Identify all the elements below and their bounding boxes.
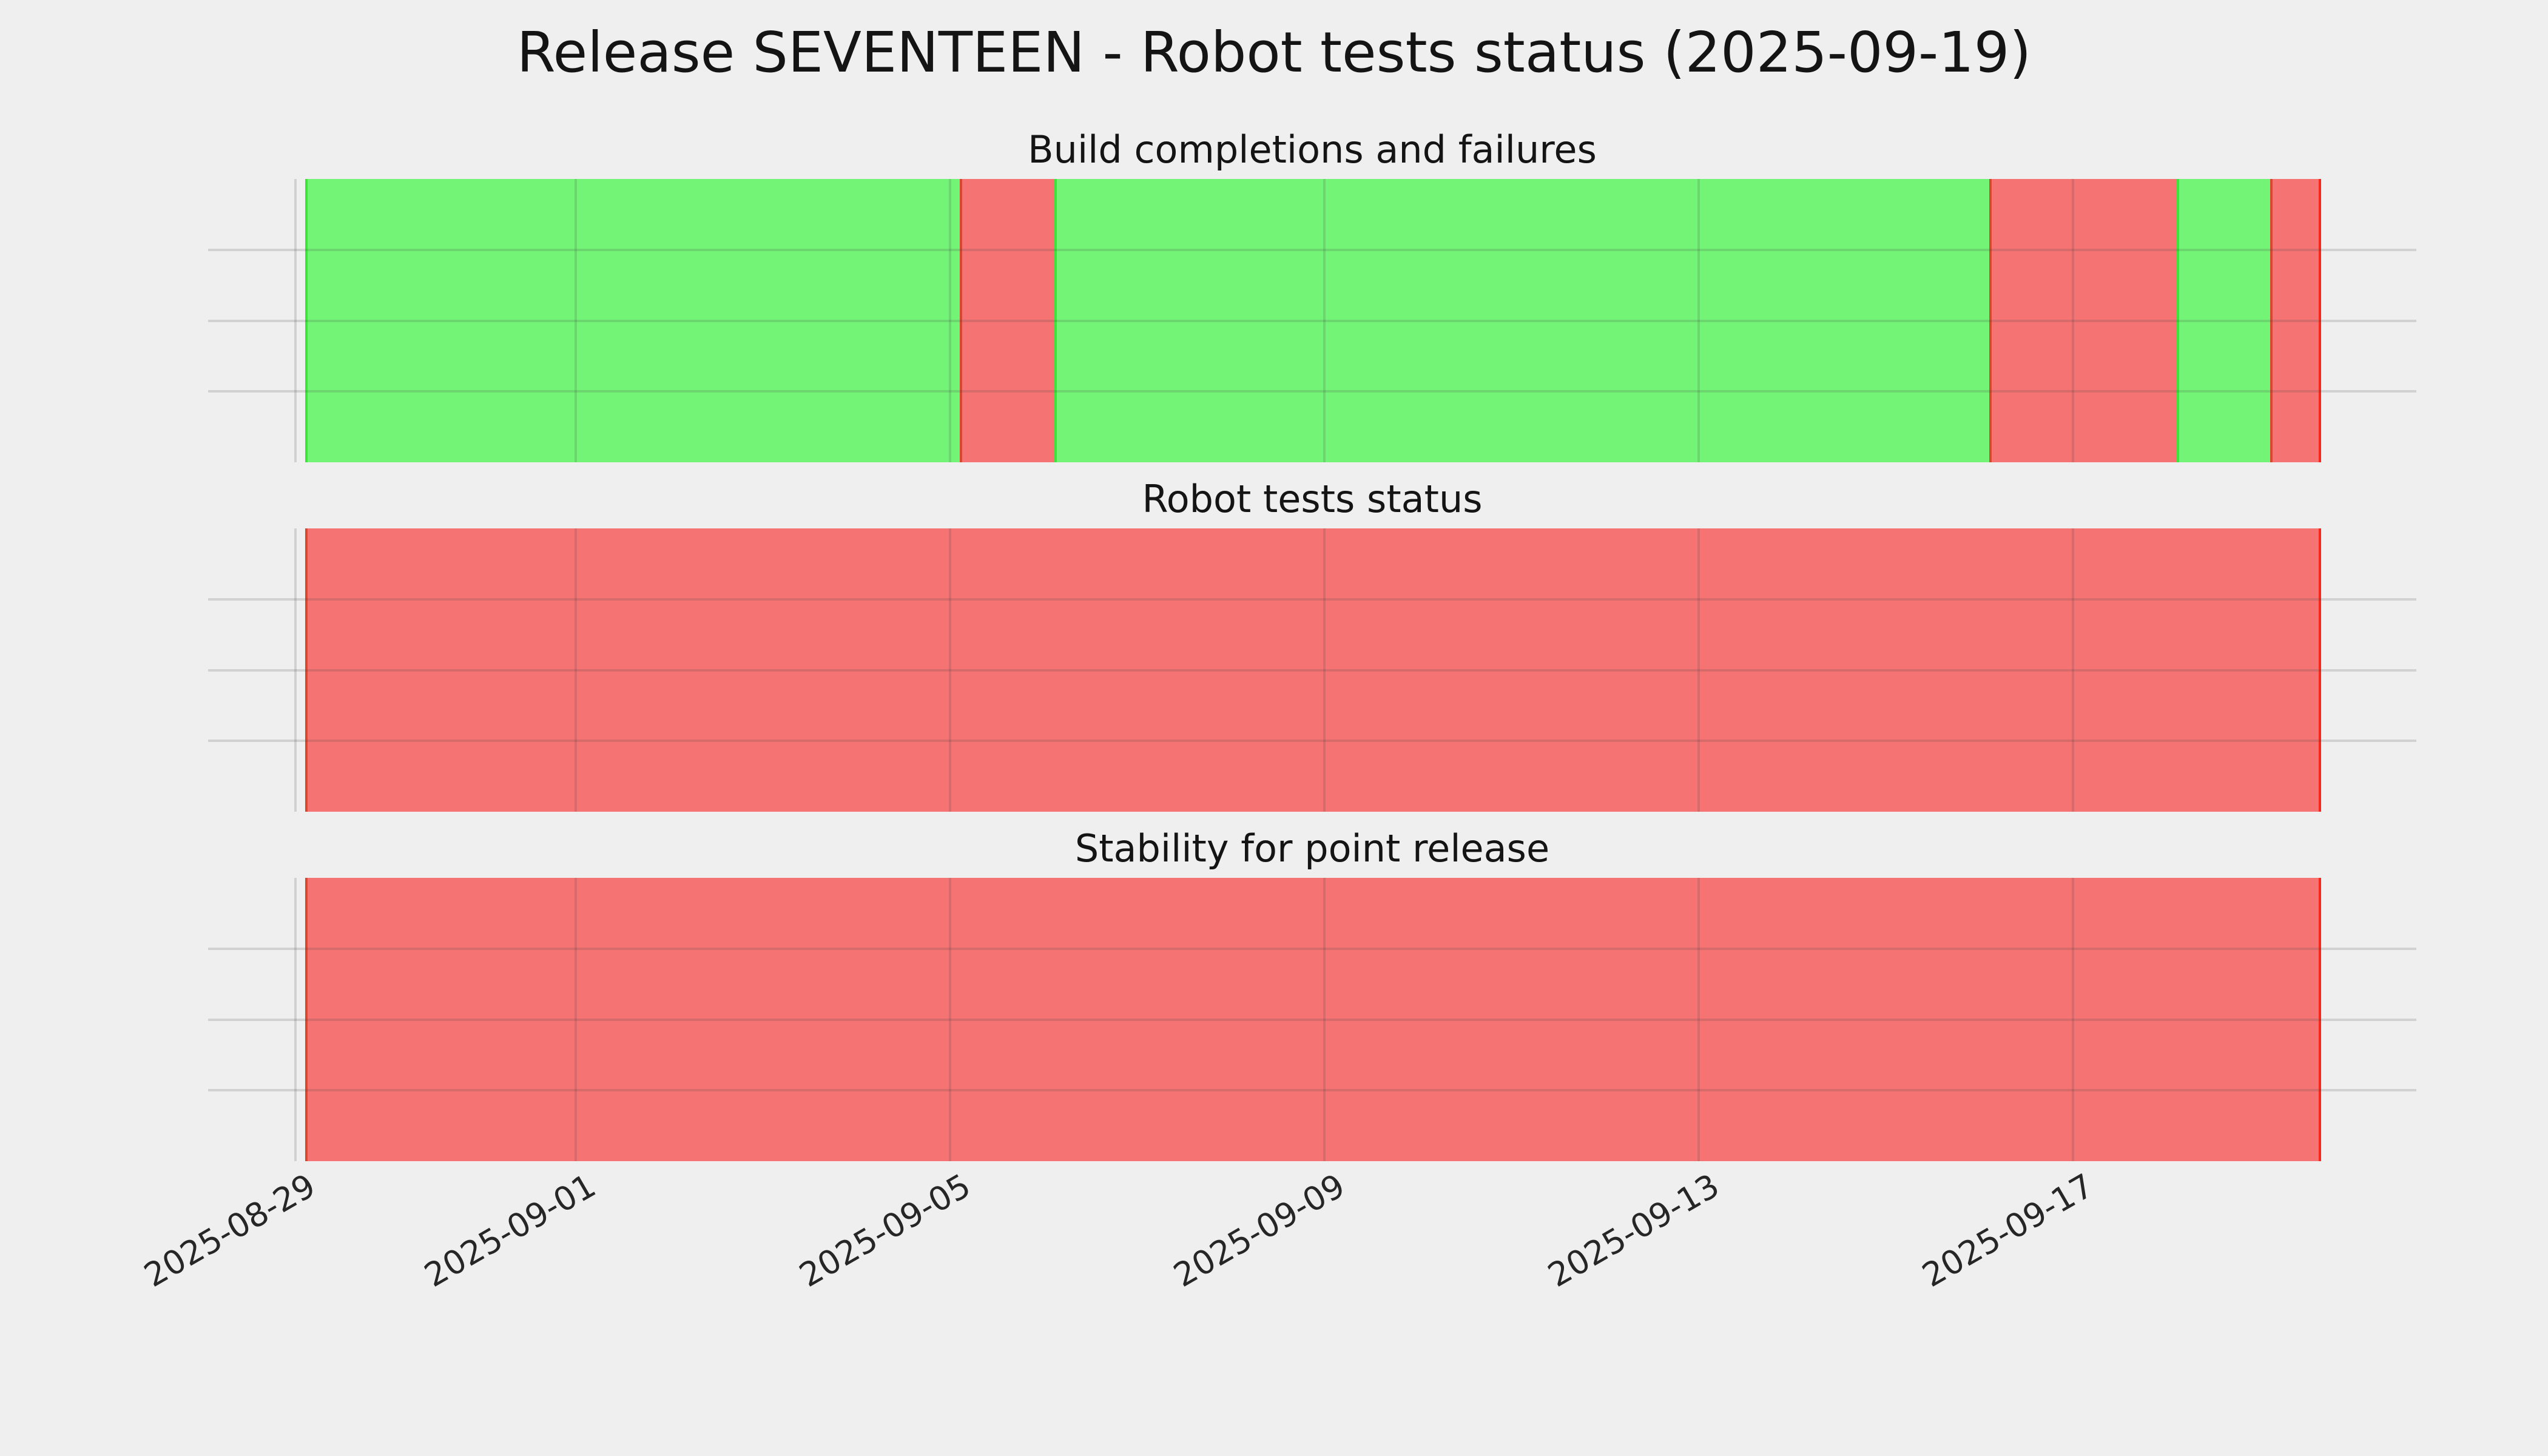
figure-title: Release SEVENTEEN - Robot tests status (… [516, 20, 2032, 85]
horizontal-gridline [208, 1019, 2416, 1021]
horizontal-gridline [208, 669, 2416, 672]
subplot-title-stability: Stability for point release [1074, 826, 1550, 871]
subplot-build-completions [208, 179, 2416, 462]
subplot-title-robot-tests: Robot tests status [1142, 477, 1483, 521]
subplot-title-build-completions: Build completions and failures [1028, 127, 1597, 172]
vertical-gridline [949, 179, 951, 462]
vertical-gridline [575, 179, 577, 462]
vertical-gridline [1697, 528, 1700, 812]
status-segment-pass [1054, 179, 1990, 462]
x-tick-label: 2025-09-05 [792, 1166, 977, 1295]
horizontal-gridline [208, 740, 2416, 742]
vertical-gridline [294, 878, 297, 1161]
vertical-gridline [575, 878, 577, 1161]
horizontal-gridline [208, 1089, 2416, 1091]
status-segment-pass [2176, 179, 2270, 462]
vertical-gridline [1323, 878, 1326, 1161]
vertical-gridline [2072, 179, 2074, 462]
x-tick-label: 2025-09-13 [1541, 1166, 1725, 1295]
horizontal-gridline [208, 598, 2416, 601]
vertical-gridline [294, 179, 297, 462]
x-tick-label: 2025-08-29 [137, 1166, 322, 1295]
subplot-robot-tests [208, 528, 2416, 812]
vertical-gridline [1697, 179, 1700, 462]
horizontal-gridline [208, 948, 2416, 950]
vertical-gridline [2072, 528, 2074, 812]
vertical-gridline [949, 878, 951, 1161]
vertical-gridline [1697, 878, 1700, 1161]
vertical-gridline [2072, 878, 2074, 1161]
horizontal-gridline [208, 390, 2416, 393]
status-segment-fail [1989, 179, 2177, 462]
status-segment-fail [305, 878, 2321, 1161]
status-segment-fail [960, 179, 1054, 462]
status-segment-fail [2270, 179, 2321, 462]
vertical-gridline [294, 528, 297, 812]
x-tick-label: 2025-09-01 [418, 1166, 602, 1295]
x-tick-label: 2025-09-09 [1167, 1166, 1351, 1295]
status-segment-pass [305, 179, 960, 462]
status-segment-fail [305, 528, 2321, 812]
vertical-gridline [949, 528, 951, 812]
vertical-gridline [1323, 528, 1326, 812]
vertical-gridline [575, 528, 577, 812]
horizontal-gridline [208, 249, 2416, 251]
vertical-gridline [1323, 179, 1326, 462]
horizontal-gridline [208, 320, 2416, 322]
x-tick-label: 2025-09-17 [1915, 1166, 2100, 1295]
subplot-stability [208, 878, 2416, 1161]
